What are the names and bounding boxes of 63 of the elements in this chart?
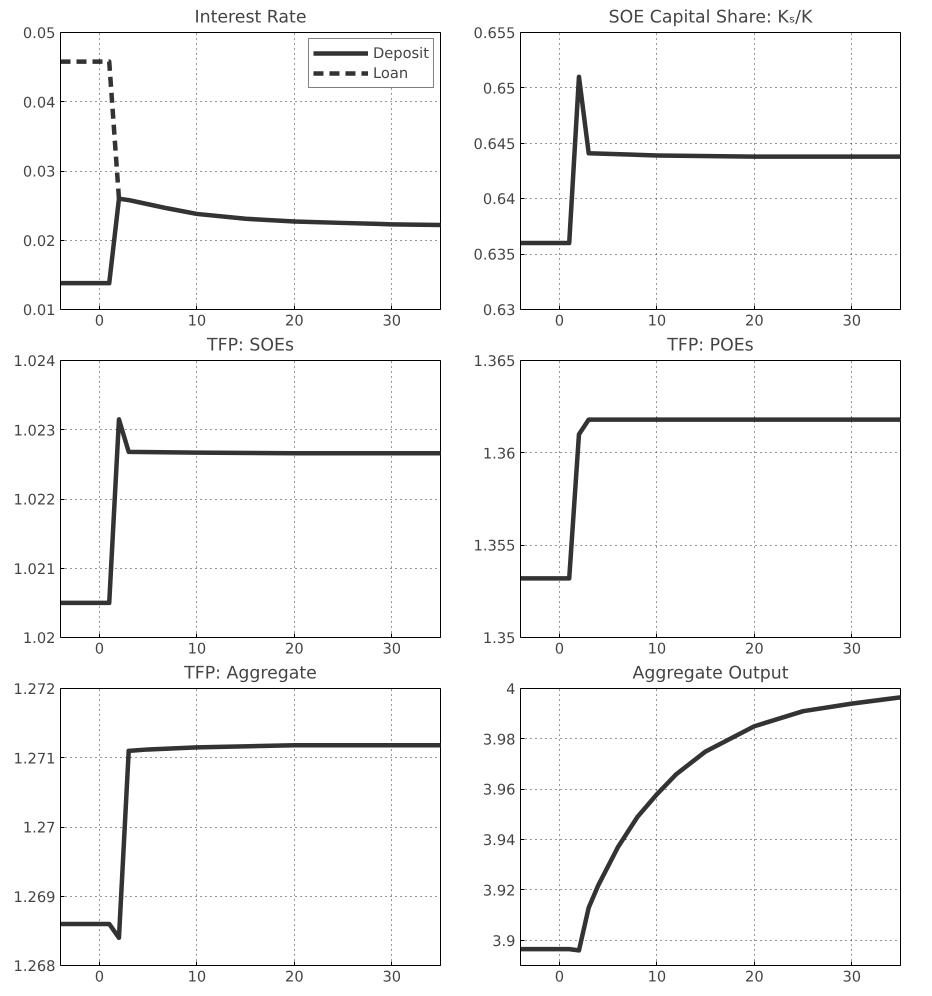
y-tick-label: 1.272 [14,681,56,698]
x-tick-label: 30 [382,640,402,658]
x-tick-label: 20 [745,968,764,986]
y-tick-label: 0.65 [482,80,516,98]
chart-title: Aggregate Output [632,664,789,684]
x-tick-label: 0 [554,640,564,658]
chart-title: TFP: Aggregate [183,664,317,684]
x-tick-label: 10 [188,312,206,330]
x-tick-label: 30 [842,968,862,986]
y-tick-label: 0.01 [22,302,56,319]
chart-title: TFP: SOEs [206,336,294,356]
x-tick-label: 10 [648,312,666,330]
y-tick-label: 0.63 [482,302,516,319]
x-tick-label: 10 [188,640,206,658]
y-tick-label: 4 [506,681,516,698]
y-tick-label: 1.02 [22,630,56,647]
x-tick-label: 20 [745,640,764,658]
x-tick-label: 0 [554,968,564,986]
y-tick-label: 1.36 [482,445,516,462]
x-tick-label: 0 [94,968,104,986]
x-tick-label: 10 [648,968,666,986]
y-tick-label: 1.35 [482,630,516,647]
y-tick-label: 0.655 [474,25,516,42]
x-tick-label: 20 [285,640,304,658]
x-tick-label: 30 [382,312,402,330]
y-tick-label: 0.03 [22,164,56,180]
chart-title: TFP: POEs [666,336,754,356]
y-tick-label: 0.05 [22,25,56,42]
y-tick-label: 1.355 [474,538,516,555]
y-tick-label: 0.635 [474,246,516,264]
y-tick-label: 1.268 [14,958,56,975]
x-tick-label: 30 [842,312,862,330]
y-tick-label: 1.022 [14,492,56,508]
x-tick-label: 10 [188,968,206,986]
y-tick-label: 1.021 [14,560,56,578]
y-tick-label: 1.269 [14,888,56,906]
y-tick-label: 1.27 [22,820,56,836]
y-tick-label: 3.96 [482,782,516,799]
y-tick-label: 3.9 [492,932,516,950]
x-tick-label: 10 [648,640,666,658]
y-tick-label: 1.271 [14,750,56,768]
x-tick-label: 30 [842,640,862,658]
x-tick-label: 20 [285,312,304,330]
y-tick-label: 3.92 [482,882,516,900]
x-tick-label: 0 [554,312,564,330]
x-tick-label: 20 [285,968,304,986]
legend-label: Deposit [372,44,429,62]
chart-title: SOE Capital Share: Kₛ/K [608,8,814,28]
y-tick-label: 0.04 [22,94,56,112]
x-tick-label: 0 [94,312,104,330]
x-tick-label: 20 [745,312,764,330]
y-tick-label: 1.024 [14,353,56,370]
y-tick-label: 0.645 [474,136,516,153]
y-tick-label: 3.94 [482,832,516,850]
y-tick-label: 1.023 [14,422,56,440]
x-tick-label: 0 [94,640,104,658]
chart-title: Interest Rate [194,8,307,28]
legend-label: Loan [372,64,408,82]
y-tick-label: 3.98 [482,731,516,748]
y-tick-label: 1.365 [474,353,516,370]
x-tick-label: 30 [382,968,402,986]
y-tick-label: 0.64 [482,191,516,208]
y-tick-label: 0.02 [22,232,56,250]
